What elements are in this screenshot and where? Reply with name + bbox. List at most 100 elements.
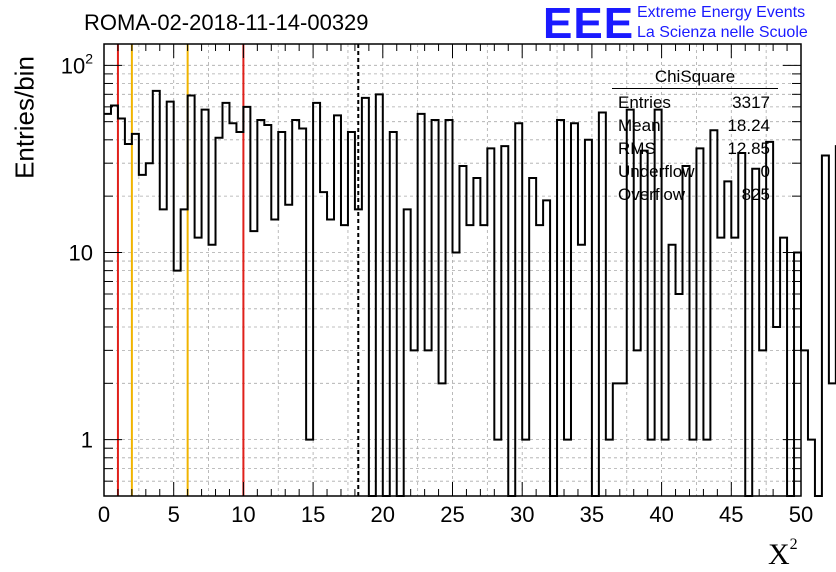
histogram-bar <box>425 350 432 496</box>
histogram-bar <box>418 114 425 496</box>
x-tick-label: 10 <box>231 502 255 527</box>
eee-logo: EEE <box>543 0 635 48</box>
y-tick-labels: 1 10 102 <box>61 50 93 452</box>
histogram-bar <box>459 166 466 496</box>
histogram-bar <box>111 106 118 496</box>
y-tick-label: 1 <box>81 428 93 453</box>
x-axis-label-exponent: 2 <box>789 536 798 553</box>
y-tick-label-exponent: 2 <box>85 50 93 66</box>
stats-row-overflow: Overflow 825 <box>612 183 778 206</box>
x-tick-label: 20 <box>371 502 395 527</box>
stats-row-entries: Entries 3317 <box>612 91 778 114</box>
histogram-bar <box>390 132 397 496</box>
histogram-bar <box>724 181 731 496</box>
histogram-bar <box>348 132 355 496</box>
stats-label: Mean <box>618 116 661 135</box>
logo-line-1: Extreme Energy Events <box>637 4 806 21</box>
stats-label: RMS <box>618 139 656 158</box>
x-tick-label: 15 <box>301 502 325 527</box>
histogram-bar <box>334 115 341 496</box>
histogram-bar <box>571 123 578 496</box>
histogram-outline <box>104 89 836 497</box>
y-tick-label: 102 <box>61 50 93 78</box>
histogram-bar <box>480 225 487 496</box>
histogram-bar <box>543 200 550 496</box>
histogram-bar <box>634 350 641 496</box>
stats-row-underflow: Underflow 0 <box>612 160 778 183</box>
histogram-bar <box>229 123 236 496</box>
histogram-bar <box>829 383 836 496</box>
histogram-bar <box>752 169 759 496</box>
histogram-bar <box>808 440 815 496</box>
histogram-bar <box>773 327 780 496</box>
chart-title: ROMA-02-2018-11-14-00329 <box>84 10 369 35</box>
histogram-bar <box>264 125 271 496</box>
histogram-bar <box>536 225 543 496</box>
stats-row-mean: Mean 18.24 <box>612 114 778 137</box>
histogram-bar <box>299 128 306 496</box>
reference-lines <box>116 44 360 496</box>
histogram-bar <box>216 138 223 496</box>
histogram-bar <box>466 225 473 496</box>
histogram-bar <box>313 103 320 496</box>
x-axis-label: X2 <box>768 536 798 572</box>
histogram-bar <box>146 163 153 496</box>
stats-box: ChiSquare Entries 3317 Mean 18.24 RMS 12.85… <box>612 67 778 206</box>
logo-line-2: La Scienza nelle Scuole <box>637 24 808 41</box>
histogram-bar <box>515 123 522 496</box>
histogram-bar <box>717 238 724 496</box>
histogram-bar <box>376 94 383 496</box>
histogram-bar <box>794 252 801 496</box>
histogram-bar <box>236 132 243 496</box>
histogram-bar <box>759 350 766 496</box>
x-tick-label: 5 <box>168 502 180 527</box>
histogram-bar <box>683 166 690 496</box>
histogram-bar <box>731 238 738 496</box>
histogram-bar <box>669 245 676 496</box>
histogram-bar <box>599 112 606 496</box>
histogram-bar <box>153 91 160 496</box>
y-tick-label: 10 <box>69 240 93 265</box>
x-tick-label: 25 <box>440 502 464 527</box>
x-tick-label: 45 <box>719 502 743 527</box>
histogram-bar <box>125 144 132 496</box>
histogram-bar <box>222 103 229 496</box>
histogram-bar <box>341 225 348 496</box>
histogram-bar <box>585 140 592 496</box>
histogram-bar <box>209 245 216 496</box>
x-tick-labels: 0 5 10 15 20 25 30 35 40 45 50 <box>98 502 813 527</box>
stats-title: ChiSquare <box>612 67 778 89</box>
histogram-bar <box>676 294 683 496</box>
histogram-bar <box>167 102 174 496</box>
x-tick-label: 35 <box>580 502 604 527</box>
axis-ticks <box>103 44 802 497</box>
stats-label: Underflow <box>618 162 695 181</box>
stats-value: 18.24 <box>727 116 770 135</box>
stats-label: Entries <box>618 93 671 112</box>
stats-row-rms: RMS 12.85 <box>612 137 778 160</box>
histogram-bar <box>188 95 195 496</box>
histogram-bar <box>243 107 250 496</box>
x-tick-label: 0 <box>98 502 110 527</box>
y-axis-label: Entries/bin <box>9 56 40 179</box>
histogram-bar <box>202 110 209 496</box>
histogram-bar <box>104 114 111 496</box>
histogram-bar <box>195 238 202 496</box>
x-tick-label: 40 <box>649 502 673 527</box>
x-tick-label: 50 <box>789 502 813 527</box>
histogram-bar <box>362 98 369 496</box>
histogram-bar <box>501 146 508 496</box>
stats-value: 12.85 <box>727 139 770 158</box>
x-tick-label: 30 <box>510 502 534 527</box>
x-axis-label-base: X <box>768 538 790 571</box>
histogram-bar <box>278 132 285 496</box>
histogram-bar <box>453 252 460 496</box>
histogram-bar <box>132 134 139 496</box>
histogram-bar <box>320 192 327 496</box>
histogram-bar <box>411 350 418 496</box>
stats-value: 3317 <box>732 93 770 112</box>
histogram-bar <box>822 155 829 496</box>
stats-label: Overflow <box>618 185 686 204</box>
histogram-bar <box>578 245 585 496</box>
